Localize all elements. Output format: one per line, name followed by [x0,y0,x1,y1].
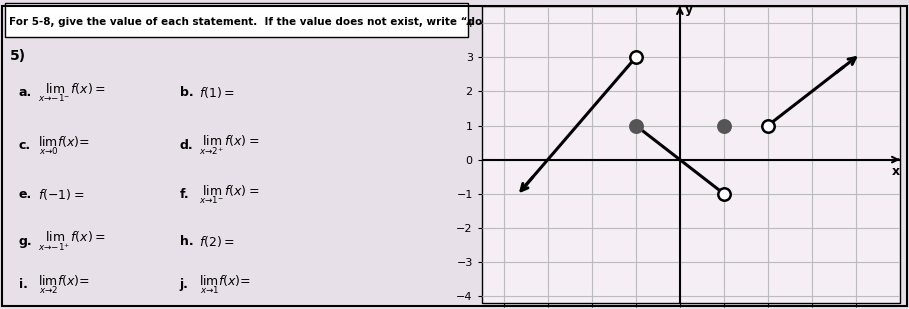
FancyBboxPatch shape [5,3,468,37]
Text: $\lim_{x\to 0} f(x) =$: $\lim_{x\to 0} f(x) =$ [38,134,90,157]
Text: $\lim_{x\to -1^-} f(x) =$: $\lim_{x\to -1^-} f(x) =$ [38,81,105,104]
Text: b.: b. [180,86,194,99]
Text: i.: i. [19,278,28,291]
Point [716,191,731,196]
Text: e.: e. [19,188,32,201]
Text: c.: c. [19,139,31,152]
Text: j.: j. [180,278,188,291]
Text: $\lim_{x\to 2^+} f(x) =$: $\lim_{x\to 2^+} f(x) =$ [198,133,259,157]
Text: g.: g. [19,235,33,248]
Text: $f(2) =$: $f(2) =$ [198,234,235,248]
Text: $\lim_{x\to -1^+} f(x) =$: $\lim_{x\to -1^+} f(x) =$ [38,229,105,253]
Text: $f(1) =$: $f(1) =$ [198,85,235,100]
Text: For 5-8, give the value of each statement.  If the value does not exist, write “: For 5-8, give the value of each statemen… [9,17,655,27]
Text: $\lim_{x\to 1} f(x) =$: $\lim_{x\to 1} f(x) =$ [198,273,251,296]
Text: d.: d. [180,139,194,152]
Text: f.: f. [180,188,189,201]
Text: $\lim_{x\to 1^-} f(x) =$: $\lim_{x\to 1^-} f(x) =$ [198,183,259,206]
Text: a.: a. [19,86,32,99]
Text: $f(-1) =$: $f(-1) =$ [38,187,84,202]
Point [716,123,731,128]
Text: x: x [892,165,900,178]
Point [628,123,643,128]
Text: h.: h. [180,235,194,248]
Text: $\lim_{x\to 2} f(x) =$: $\lim_{x\to 2} f(x) =$ [38,273,90,296]
Text: 5): 5) [9,49,25,63]
Point [628,55,643,60]
Point [761,123,775,128]
Text: y: y [684,3,693,16]
